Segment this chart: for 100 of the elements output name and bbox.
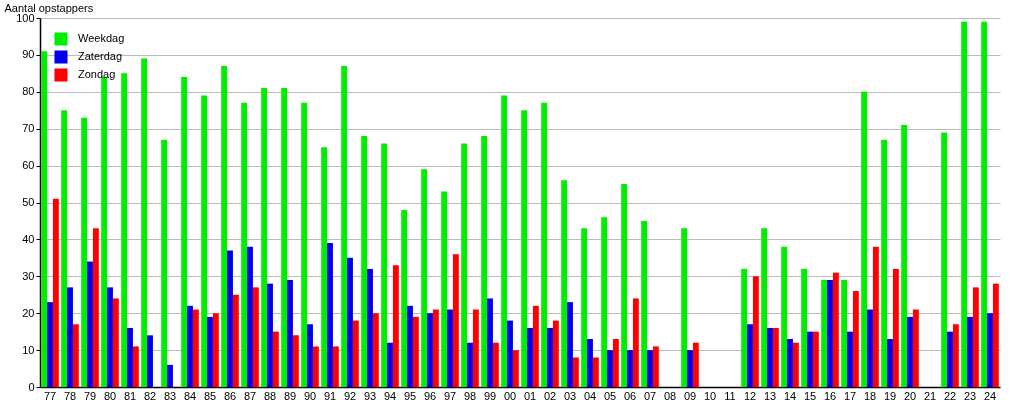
x-tick-label: 99	[483, 389, 497, 400]
bar	[847, 331, 853, 387]
x-tick-label: 91	[323, 389, 337, 400]
bar	[312, 346, 319, 387]
x-tick-label: 96	[423, 389, 437, 400]
bar	[427, 313, 433, 387]
bar	[107, 287, 113, 387]
bar	[581, 228, 588, 387]
bar	[347, 257, 353, 387]
bar	[807, 331, 813, 387]
x-tick-label: 90	[303, 389, 317, 400]
x-tick-label: 89	[283, 389, 297, 400]
bar	[132, 346, 139, 387]
y-tick-label: 10	[22, 343, 35, 356]
bar	[207, 316, 213, 387]
bar	[821, 279, 828, 387]
x-tick-label: 05	[603, 389, 617, 400]
bar	[441, 191, 448, 387]
bar	[981, 21, 988, 387]
bar	[972, 287, 979, 387]
bar	[121, 73, 128, 387]
bar	[752, 276, 759, 387]
bar	[287, 279, 293, 387]
bar	[547, 327, 553, 387]
x-tick-label: 98	[463, 389, 477, 400]
bar	[447, 309, 453, 387]
bar	[961, 21, 968, 387]
x-tick-label: 18	[863, 389, 877, 400]
x-tick-label: 78	[63, 389, 77, 400]
bar	[552, 320, 559, 387]
bar	[352, 320, 359, 387]
bar	[592, 357, 599, 387]
bar	[327, 243, 333, 387]
bar	[872, 246, 879, 387]
y-tick-label: 80	[22, 85, 35, 98]
bar	[367, 268, 373, 387]
bar	[141, 58, 148, 387]
bar	[301, 102, 308, 387]
bar	[567, 302, 573, 387]
bar	[387, 342, 393, 387]
bar	[941, 132, 948, 387]
bar	[92, 228, 99, 387]
bar	[747, 324, 753, 387]
bar	[307, 324, 313, 387]
y-axis-title: Aantal opstappers	[4, 1, 94, 14]
x-tick-label: 13	[763, 389, 777, 400]
x-tick-label: 83	[163, 389, 177, 400]
bar	[87, 261, 93, 387]
bar	[641, 220, 648, 387]
bar	[407, 305, 413, 387]
bar	[401, 209, 408, 387]
bar	[741, 268, 748, 387]
bar	[887, 339, 893, 387]
bar	[421, 169, 428, 387]
bar	[612, 339, 619, 387]
x-tick-label: 24	[983, 389, 997, 400]
bar	[147, 335, 153, 387]
bar	[361, 136, 368, 387]
bar	[832, 272, 839, 387]
bar	[507, 320, 513, 387]
bar	[772, 327, 779, 387]
bar	[767, 327, 773, 387]
bar	[201, 95, 208, 387]
y-tick-label: 0	[28, 380, 35, 393]
bar	[247, 246, 253, 387]
x-tick-label: 01	[523, 389, 537, 400]
bar	[432, 309, 439, 387]
bar	[901, 125, 908, 387]
bar	[801, 268, 808, 387]
bar	[127, 327, 133, 387]
bar	[181, 77, 188, 387]
bar	[912, 309, 919, 387]
bar	[812, 331, 819, 387]
x-tick-label: 04	[583, 389, 597, 400]
x-tick-label: 82	[143, 389, 157, 400]
bar	[281, 88, 288, 387]
x-tick-label: 94	[383, 389, 397, 400]
bar	[632, 298, 639, 387]
bar	[827, 279, 833, 387]
y-tick-label: 70	[22, 122, 35, 135]
bar	[467, 342, 473, 387]
bar	[392, 265, 399, 387]
bar	[412, 316, 419, 387]
bar	[292, 335, 299, 387]
x-tick-label: 16	[823, 389, 837, 400]
bar	[272, 331, 279, 387]
bar	[621, 184, 628, 387]
y-tick-label: 60	[22, 159, 35, 172]
bar	[61, 110, 68, 387]
x-tick-label: 19	[883, 389, 897, 400]
bar	[692, 342, 699, 387]
bar	[681, 228, 688, 387]
bar	[241, 102, 248, 387]
x-tick-label: 06	[623, 389, 637, 400]
bar	[161, 139, 168, 387]
bar	[867, 309, 873, 387]
bar	[221, 65, 228, 387]
x-tick-label: 10	[703, 389, 717, 400]
y-tick-label: 30	[22, 269, 35, 282]
x-tick-label: 21	[923, 389, 937, 400]
